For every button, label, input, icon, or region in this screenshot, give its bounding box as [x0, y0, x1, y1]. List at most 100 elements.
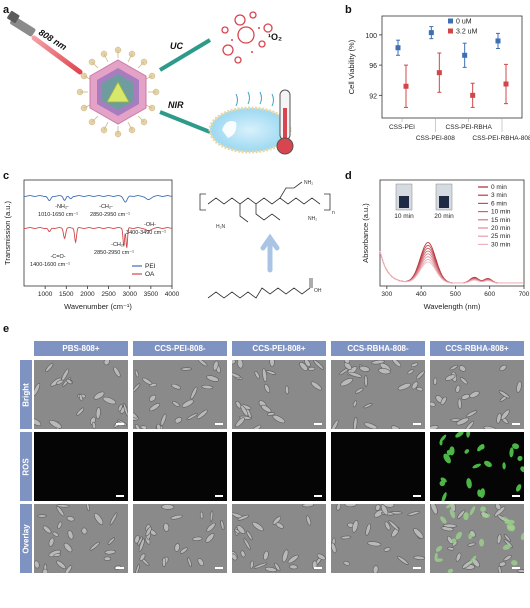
ros-signal [440, 516, 447, 524]
chart-d-vial-label: 10 min [394, 213, 414, 220]
cell-shape [65, 378, 73, 385]
ros-signal [484, 460, 492, 468]
chart-d-legend-label: 6 min [491, 200, 507, 207]
cell-shape [496, 533, 502, 545]
chart-c-ylabel: Transmission (a.u.) [3, 201, 12, 265]
cell-shape [413, 555, 425, 560]
column-header-1: CCS-PEI-808- [133, 341, 227, 356]
chart-c-annotation: 3400-3490 cm⁻¹ [126, 230, 166, 236]
cell-shape [240, 550, 246, 558]
cell-shape [254, 371, 260, 379]
cell-shape [160, 413, 167, 426]
chart-b-xtick-label: CSS-PEI [389, 124, 415, 131]
row-label-ros: ROS [20, 432, 32, 501]
micrograph-overlay-2 [232, 504, 326, 573]
cell-shape [93, 391, 105, 400]
cell-shape [516, 569, 524, 573]
cell-shape [187, 557, 192, 568]
cell-shape [56, 560, 66, 569]
cell-shape [456, 417, 470, 426]
chart-d-xtick-label: 400 [416, 291, 427, 298]
svg-text:NH₂: NH₂ [308, 216, 317, 222]
cell-shape [109, 512, 118, 526]
chart-b-legend-label: 0 uM [456, 19, 472, 26]
cell-shape [384, 521, 391, 531]
chart-c-annotation: -NH₂- [55, 204, 69, 210]
cell-shape [117, 404, 123, 412]
ros-signal [507, 525, 515, 532]
ros-signal [480, 506, 486, 513]
cell-shape [440, 396, 447, 406]
chart-d-series-line [379, 247, 524, 284]
chart-d-series-line [379, 251, 524, 284]
micrograph-bright-0 [34, 360, 128, 429]
ros-signal [446, 504, 455, 509]
cell-shape [364, 422, 378, 429]
cell-shape [336, 504, 342, 511]
singlet-oxygen-label: ¹O₂ [268, 32, 282, 42]
chart-d-xtick-label: 700 [519, 291, 530, 298]
cell-shape [363, 403, 373, 409]
cell-shape [243, 538, 251, 550]
cell-shape [212, 360, 219, 371]
scale-bar [413, 423, 421, 425]
chart-c-xtick-label: 1500 [59, 291, 74, 298]
cell-shape [499, 364, 507, 372]
chart-c-xtick-label: 2500 [101, 291, 116, 298]
cell-shape [310, 381, 322, 391]
cell-shape [133, 383, 141, 393]
cell-shape [170, 514, 183, 520]
cell-shape [269, 360, 275, 367]
cell-shape [416, 386, 424, 392]
cell-shape [56, 505, 65, 517]
chart-d-legend-label: 30 min [491, 241, 511, 248]
cell-shape [236, 525, 246, 534]
micrograph-texture [331, 360, 425, 429]
cell-shape [37, 514, 47, 518]
micrograph-bright-1 [133, 360, 227, 429]
cell-shape [289, 564, 298, 570]
chart-d-series-line [379, 251, 524, 284]
chart-d-vial-liquid [439, 196, 449, 208]
cell-shape [34, 418, 42, 426]
svg-text:n: n [332, 210, 335, 216]
cell-shape [235, 417, 245, 428]
chart-c-xtick-label: 4000 [165, 291, 180, 298]
chart-c-annotation: 1400-1600 cm⁻¹ [30, 262, 70, 268]
cell-shape [263, 550, 269, 561]
cell-shape [392, 360, 402, 367]
cell-shape [411, 381, 419, 390]
cell-shape [304, 360, 311, 367]
cell-shape [383, 547, 391, 552]
cell-shape [64, 564, 73, 573]
chart-b-ytick-label: 96 [369, 63, 377, 70]
cell-shape [135, 563, 140, 573]
chart-d-xtick-label: 600 [484, 291, 495, 298]
cell-shape [359, 365, 370, 372]
cell-shape [63, 542, 73, 553]
chart-c-xlabel: Wavenumber (cm⁻¹) [64, 302, 132, 311]
chart-d-xtick-label: 300 [381, 291, 392, 298]
chart-c-xtick-label: 2000 [80, 291, 95, 298]
cell-shape [316, 553, 326, 561]
cell-shape [34, 382, 41, 397]
ros-signal [477, 444, 485, 452]
cell-shape [430, 401, 436, 407]
ros-signal [481, 513, 490, 519]
cell-shape [249, 560, 254, 569]
cell-shape [232, 360, 236, 365]
cell-shape [274, 562, 281, 572]
column-header-0: PBS-808+ [34, 341, 128, 356]
row-label-bright: Bright [20, 360, 32, 429]
chart-c-series-oa [23, 227, 173, 248]
cell-shape [413, 528, 424, 539]
cell-shape [430, 504, 438, 515]
cell-shape [66, 516, 75, 522]
cell-shape [264, 566, 277, 572]
cell-shape [262, 368, 268, 383]
chart-b-frame [381, 15, 523, 119]
micrograph-texture [331, 504, 425, 573]
cell-shape [78, 394, 83, 401]
panel-letter-e: e [3, 323, 10, 335]
cell-shape [372, 565, 379, 573]
